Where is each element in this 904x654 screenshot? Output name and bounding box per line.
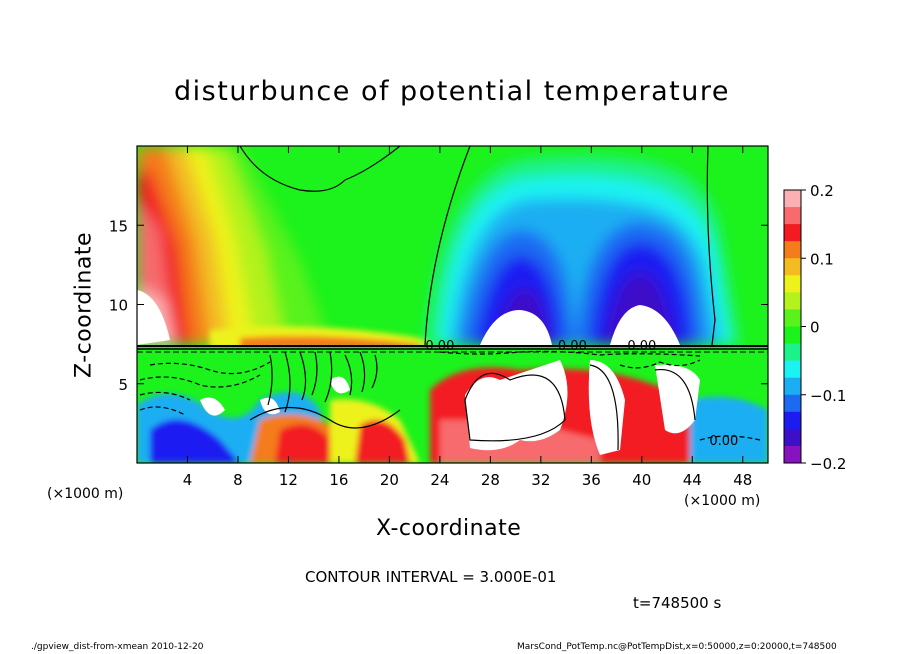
y-tick-label: 15: [109, 217, 128, 235]
colorbar-swatch: [784, 207, 801, 225]
colorbar-swatch: [784, 326, 801, 345]
x-tick-label: 36: [582, 471, 601, 489]
y-axis-ticks: 5 10 15: [109, 217, 768, 394]
x-tick-label: 8: [233, 471, 243, 489]
x-axis-label: X-coordinate: [376, 516, 522, 541]
colorbar-swatch: [784, 275, 801, 293]
x-tick-label: 32: [531, 471, 550, 489]
contour-label: 0.00: [709, 434, 738, 449]
colorbar-swatch: [784, 343, 801, 362]
colorbar-swatch: [784, 445, 801, 464]
footer-right: MarsCond_PotTemp.nc@PotTempDist,x=0:5000…: [517, 642, 837, 652]
y-tick-label: 10: [109, 297, 128, 315]
colorbar-swatch: [784, 360, 801, 379]
x-units-left: (×1000 m): [47, 486, 124, 502]
colorbar-tick-label: −0.1: [810, 387, 846, 405]
time-text: t=748500 s: [633, 594, 722, 612]
colorbar-tick-label: 0.1: [810, 250, 834, 268]
heatmap-field: [137, 146, 768, 463]
colorbar: [784, 190, 801, 464]
x-tick-label: 28: [481, 471, 500, 489]
colorbar-swatch: [784, 190, 801, 208]
colorbar-tick-label: 0: [810, 319, 820, 337]
x-units-right: (×1000 m): [684, 493, 761, 509]
x-tick-label: 12: [279, 471, 298, 489]
x-tick-label: 16: [329, 471, 348, 489]
y-axis-label: Z-coordinate: [71, 232, 97, 378]
colorbar-ticks: 0.2 0.1 0 −0.1 −0.2: [801, 182, 846, 473]
contour-labels: 0.00 0.00 0.00 0.00: [425, 339, 738, 449]
colorbar-swatch: [784, 377, 801, 396]
x-axis-ticks: 4 8 12 16 20 24 28 32 36 40 44 48: [183, 146, 752, 489]
footer-left: ./gpview_dist-from-xmean 2010-12-20: [31, 642, 204, 652]
x-tick-label: 44: [683, 471, 702, 489]
contour-label: 0.00: [558, 339, 587, 354]
x-tick-label: 24: [430, 471, 449, 489]
inversion-contours: [137, 345, 768, 441]
colorbar-swatch: [784, 241, 801, 259]
x-tick-label: 20: [380, 471, 399, 489]
colorbar-swatch: [784, 309, 801, 327]
x-tick-label: 40: [632, 471, 651, 489]
contour-interval-text: CONTOUR INTERVAL = 3.000E-01: [305, 568, 557, 586]
zero-contours: [239, 146, 716, 451]
colorbar-tick-label: 0.2: [810, 182, 834, 200]
colorbar-swatch: [784, 224, 801, 242]
colorbar-swatch: [784, 394, 801, 413]
y-tick-label: 5: [118, 376, 128, 394]
contour-label: 0.00: [627, 339, 656, 354]
x-tick-label: 48: [733, 471, 752, 489]
colorbar-swatch: [784, 428, 801, 447]
contour-label: 0.00: [425, 339, 454, 354]
x-tick-label: 4: [183, 471, 193, 489]
colorbar-swatch: [784, 411, 801, 430]
colorbar-tick-label: −0.2: [810, 455, 846, 473]
colorbar-swatch: [784, 258, 801, 276]
chart-title: disturbunce of potential temperature: [174, 76, 730, 107]
colorbar-swatch: [784, 292, 801, 310]
